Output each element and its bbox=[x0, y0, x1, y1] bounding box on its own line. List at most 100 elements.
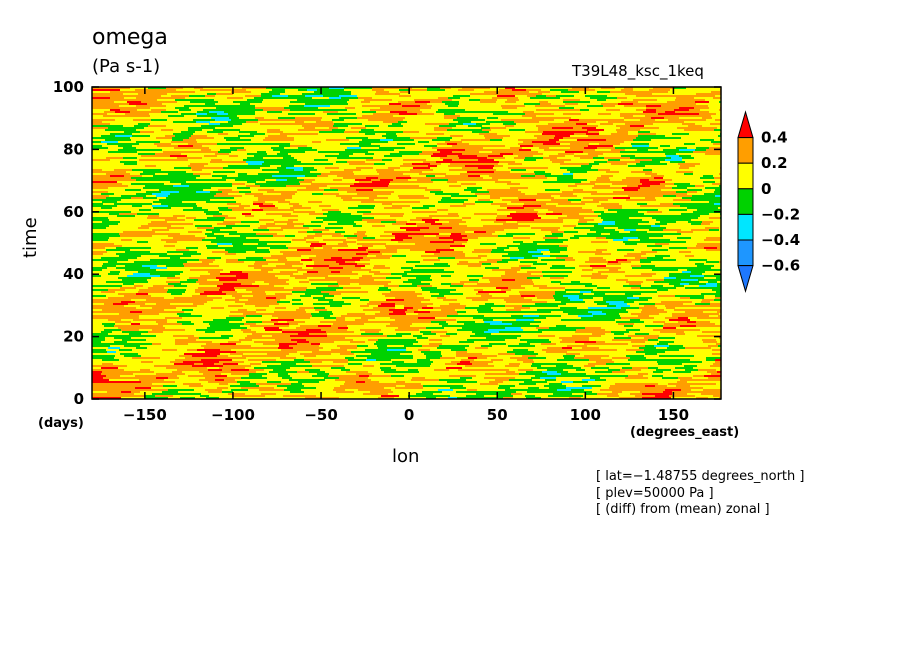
heatmap-cell bbox=[675, 111, 689, 113]
heatmap-cell bbox=[277, 289, 295, 291]
heatmap-cell bbox=[440, 335, 450, 337]
heatmap-cell bbox=[610, 91, 622, 93]
heatmap-cell bbox=[681, 395, 695, 397]
heatmap-cell bbox=[707, 371, 717, 373]
heatmap-cell bbox=[358, 385, 367, 387]
heatmap-cell bbox=[345, 381, 356, 383]
heatmap-cell bbox=[276, 213, 291, 215]
heatmap-cell bbox=[595, 261, 608, 263]
heatmap-cell bbox=[442, 99, 452, 101]
heatmap-cell bbox=[648, 235, 663, 237]
heatmap-cell bbox=[676, 191, 687, 193]
heatmap-cell bbox=[511, 317, 529, 319]
heatmap-cell bbox=[650, 227, 666, 229]
heatmap-cell bbox=[572, 375, 582, 377]
heatmap-cell bbox=[160, 375, 177, 377]
heatmap-cell bbox=[290, 145, 307, 147]
heatmap-cell bbox=[375, 313, 389, 315]
heatmap-cell bbox=[393, 139, 404, 141]
heatmap-cell bbox=[331, 131, 344, 133]
heatmap-cell bbox=[170, 181, 186, 183]
heatmap-cell bbox=[286, 177, 297, 179]
heatmap-cell bbox=[434, 123, 449, 125]
heatmap-cell bbox=[266, 159, 284, 161]
heatmap-cell bbox=[223, 129, 240, 131]
heatmap-cell bbox=[558, 351, 567, 353]
heatmap-cell bbox=[388, 351, 399, 353]
heatmap-cell bbox=[125, 393, 134, 395]
heatmap-cell bbox=[563, 127, 573, 129]
heatmap-cell bbox=[189, 95, 205, 97]
heatmap-cell bbox=[505, 327, 521, 329]
heatmap-cell bbox=[511, 315, 523, 317]
heatmap-cell bbox=[92, 299, 101, 301]
heatmap-cell bbox=[478, 199, 490, 201]
heatmap-cell bbox=[347, 147, 361, 149]
heatmap-cell bbox=[492, 97, 503, 99]
heatmap-cell bbox=[438, 389, 453, 391]
heatmap-cell bbox=[597, 91, 610, 93]
heatmap-cell bbox=[106, 157, 123, 159]
heatmap-cell bbox=[478, 327, 495, 329]
heatmap-cell bbox=[150, 105, 166, 107]
heatmap-cell bbox=[269, 229, 283, 231]
heatmap-cell bbox=[297, 269, 312, 271]
heatmap-cell bbox=[375, 99, 392, 101]
heatmap-cell bbox=[112, 257, 121, 259]
heatmap-cell bbox=[623, 285, 641, 287]
heatmap-cell bbox=[169, 329, 185, 331]
heatmap-cell bbox=[423, 333, 436, 335]
heatmap-cell bbox=[709, 379, 721, 381]
heatmap-cell bbox=[119, 299, 131, 301]
heatmap-cell bbox=[258, 197, 267, 199]
heatmap-cell bbox=[663, 325, 680, 327]
heatmap-cell bbox=[376, 191, 394, 193]
heatmap-cell bbox=[289, 105, 304, 107]
heatmap-cell bbox=[435, 247, 450, 249]
heatmap-cell bbox=[304, 237, 314, 239]
heatmap-cell bbox=[549, 109, 562, 111]
heatmap-cell bbox=[676, 277, 692, 279]
heatmap-cell bbox=[549, 387, 566, 389]
heatmap-cell bbox=[542, 349, 555, 351]
heatmap-cell bbox=[561, 381, 573, 383]
heatmap-cell bbox=[422, 307, 433, 309]
heatmap-cell bbox=[664, 95, 674, 97]
heatmap-field bbox=[92, 87, 721, 399]
heatmap-cell bbox=[577, 209, 592, 211]
heatmap-cell bbox=[362, 115, 377, 117]
heatmap-cell bbox=[443, 225, 458, 227]
heatmap-cell bbox=[522, 115, 536, 117]
heatmap-cell bbox=[433, 153, 449, 155]
heatmap-cell bbox=[142, 265, 157, 267]
heatmap-cell bbox=[527, 95, 536, 97]
heatmap-cell bbox=[485, 373, 503, 375]
heatmap-cell bbox=[623, 241, 635, 243]
heatmap-cell bbox=[491, 203, 507, 205]
heatmap-cell bbox=[563, 101, 581, 103]
heatmap-cell bbox=[503, 373, 519, 375]
heatmap-cell bbox=[153, 201, 167, 203]
x-tick-label: −100 bbox=[211, 406, 255, 424]
heatmap-cell bbox=[620, 369, 630, 371]
heatmap-cell bbox=[447, 315, 457, 317]
heatmap-cell bbox=[569, 211, 584, 213]
heatmap-cell bbox=[362, 105, 373, 107]
heatmap-cell bbox=[572, 87, 589, 89]
heatmap-cell bbox=[527, 201, 540, 203]
heatmap-cell bbox=[416, 165, 428, 167]
heatmap-cell bbox=[400, 165, 416, 167]
heatmap-cell bbox=[241, 283, 252, 285]
heatmap-cell bbox=[263, 209, 281, 211]
heatmap-cell bbox=[378, 339, 389, 341]
heatmap-cell bbox=[691, 199, 709, 201]
heatmap-cell bbox=[336, 195, 350, 197]
heatmap-cell bbox=[522, 305, 534, 307]
heatmap-cell bbox=[285, 235, 295, 237]
heatmap-cell bbox=[490, 393, 500, 395]
heatmap-cell bbox=[568, 89, 585, 91]
heatmap-cell bbox=[413, 319, 430, 321]
heatmap-cell bbox=[141, 177, 157, 179]
heatmap-cell bbox=[356, 189, 373, 191]
heatmap-cell bbox=[293, 211, 306, 213]
